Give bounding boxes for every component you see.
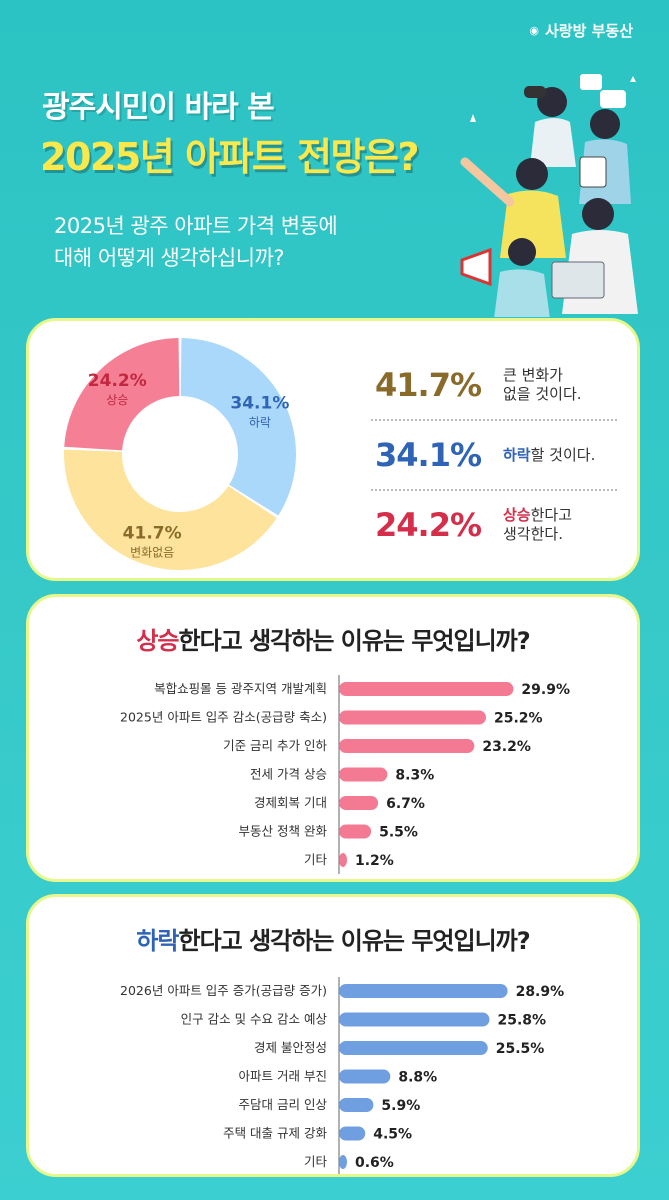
bar-value-label: 5.9%: [381, 1098, 420, 1114]
bar-value-label: 28.9%: [516, 984, 565, 1000]
donut-value-label: 41.7%: [123, 524, 182, 544]
legend-row-nochange: 41.7% 큰 변화가 없을 것이다.: [375, 355, 615, 415]
donut-category-label: 하락: [249, 415, 271, 429]
bar-category-label: 기준 금리 추가 인하: [223, 738, 327, 753]
divider: [371, 489, 617, 491]
legend-text-line: 한다고: [530, 506, 573, 524]
legend-bold-word: 하락: [503, 445, 531, 464]
donut-slice: [64, 449, 277, 570]
bar-value-label: 4.5%: [373, 1127, 412, 1143]
bar: [339, 984, 508, 998]
bar-category-label: 복합쇼핑몰 등 광주지역 개발계획: [154, 681, 327, 696]
donut-value-label: 24.2%: [88, 371, 147, 391]
rise-reasons-card: 상승한다고 생각하는 이유는 무엇입니까? 복합쇼핑몰 등 광주지역 개발계획 2…: [26, 594, 640, 882]
donut-chart: 34.1% 하락 41.7% 변화없음 24.2% 상승: [64, 338, 296, 570]
legend-text-rise: 상승한다고 생각한다.: [503, 506, 572, 544]
bar-value-label: 1.2%: [355, 853, 394, 869]
bar: [339, 853, 347, 867]
hero-title-line2: 2025년 아파트 전망은?: [40, 135, 419, 179]
bar-category-label: 부동산 정책 완화: [239, 824, 328, 839]
person-binoculars-illustration: [524, 86, 576, 167]
chat-bubble-icon: [580, 74, 626, 108]
divider: [371, 419, 617, 421]
bar-category-label: 2025년 아파트 입주 감소(공급량 축소): [120, 710, 327, 725]
bar: [339, 710, 486, 725]
bar-value-label: 25.2%: [494, 711, 543, 727]
bar: [339, 824, 372, 839]
bar-category-label: 아파트 거래 부진: [239, 1069, 327, 1084]
rise-chart-title: 상승한다고 생각하는 이유는 무엇입니까?: [29, 621, 637, 656]
bar-value-label: 25.8%: [498, 1013, 547, 1029]
bar-value-label: 23.2%: [482, 739, 531, 755]
bar-value-label: 8.8%: [398, 1070, 437, 1086]
fall-chart-title: 하락한다고 생각하는 이유는 무엇입니까?: [29, 921, 637, 956]
title-highlight: 하락: [136, 927, 179, 955]
brand-logo: ◉ 사랑방 부동산: [529, 20, 633, 41]
legend-text-line: 생각한다.: [503, 525, 563, 543]
bar-value-label: 5.5%: [379, 825, 418, 841]
bar-value-label: 0.6%: [355, 1155, 394, 1171]
title-highlight: 상승: [136, 627, 179, 655]
bar-category-label: 2026년 아파트 입주 증가(공급량 증가): [120, 983, 327, 998]
legend-row-fall: 34.1% 하락할 것이다.: [375, 425, 615, 485]
bar-value-label: 29.9%: [521, 682, 570, 698]
question-line1: 2025년 광주 아파트 가격 변동에: [54, 214, 338, 238]
bar-value-label: 25.5%: [496, 1041, 545, 1057]
donut-value-label: 34.1%: [230, 393, 289, 413]
donut-slice: [64, 338, 180, 451]
overview-card: 34.1% 하락 41.7% 변화없음 24.2% 상승 41.7% 큰 변화가 없을 것…: [26, 318, 640, 581]
title-rest: 한다고 생각하는 이유는 무엇입니까?: [178, 627, 530, 655]
signal-icon: ◉: [529, 24, 539, 37]
bar: [339, 682, 514, 696]
legend-text-fall: 하락할 것이다.: [503, 446, 595, 465]
bar: [339, 1041, 488, 1055]
bar: [339, 1098, 374, 1112]
bar-category-label: 경제회복 기대: [254, 795, 327, 810]
person-megaphone-illustration: [460, 238, 550, 317]
legend-pct-rise: 24.2%: [375, 506, 482, 544]
bar-category-label: 주택 대출 규제 강화: [223, 1126, 327, 1141]
title-rest: 한다고 생각하는 이유는 무엇입니까?: [178, 927, 530, 955]
survey-question: 2025년 광주 아파트 가격 변동에 대해 어떻게 생각하십니까?: [54, 210, 338, 274]
brand-name: 사랑방 부동산: [544, 22, 633, 40]
bar: [339, 1126, 366, 1141]
bar-category-label: 주담대 금리 인상: [239, 1097, 328, 1112]
legend-text-line: 큰 변화가: [503, 366, 563, 384]
bar: [339, 1012, 490, 1027]
rise-bar-chart: 복합쇼핑몰 등 광주지역 개발계획 29.9% 2025년 아파트 입주 감소(공급…: [120, 675, 570, 874]
hero-title-line1: 광주시민이 바라 본: [42, 90, 275, 125]
bar-value-label: 6.7%: [386, 796, 425, 812]
legend-text-line: 없을 것이다.: [503, 385, 582, 403]
fall-bar-chart: 2026년 아파트 입주 증가(공급량 증가) 28.9% 인구 감소 및 수요 감…: [120, 977, 565, 1174]
bar: [339, 1155, 347, 1169]
bar-value-label: 8.3%: [395, 768, 434, 784]
bar: [339, 796, 379, 810]
person-laptop-illustration: [551, 198, 638, 314]
people-illustration: [460, 74, 638, 317]
person-tablet-illustration: [579, 109, 631, 204]
legend-text-nochange: 큰 변화가 없을 것이다.: [503, 366, 582, 404]
fall-reasons-card: 하락한다고 생각하는 이유는 무엇입니까? 2026년 아파트 입주 증가(공급…: [26, 894, 640, 1177]
legend-pct-fall: 34.1%: [375, 436, 482, 474]
bar: [339, 1069, 391, 1084]
bar-category-label: 기타: [304, 1154, 328, 1169]
bar: [339, 767, 388, 782]
legend-row-rise: 24.2% 상승한다고 생각한다.: [375, 495, 615, 555]
bar-category-label: 기타: [304, 852, 328, 867]
bar-category-label: 경제 불안정성: [254, 1040, 327, 1055]
bar: [339, 739, 475, 753]
question-line2: 대해 어떻게 생각하십니까?: [54, 246, 285, 270]
donut-category-label: 상승: [106, 393, 128, 407]
legend-pct-nochange: 41.7%: [375, 366, 482, 404]
bar-category-label: 인구 감소 및 수요 감소 예상: [181, 1012, 328, 1027]
legend-bold-word: 상승: [503, 506, 531, 524]
sparkle-icon: [470, 76, 636, 122]
legend-text-line: 할 것이다.: [530, 445, 596, 464]
donut-slice: [180, 338, 296, 516]
bar-category-label: 전세 가격 상승: [250, 767, 327, 782]
donut-category-label: 변화없음: [130, 546, 174, 560]
